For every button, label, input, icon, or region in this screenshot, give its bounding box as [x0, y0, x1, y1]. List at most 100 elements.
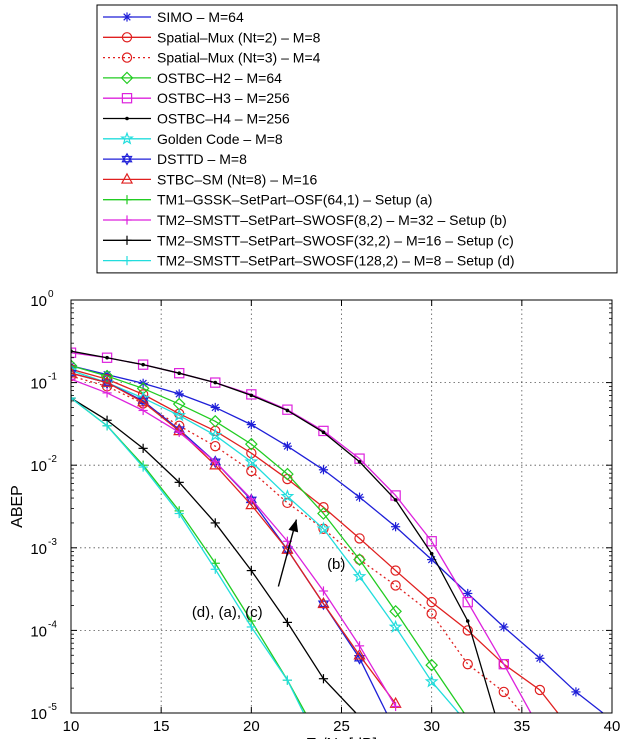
data-point [101, 352, 113, 363]
legend-label-7: DSTTD – M=8 [157, 151, 247, 167]
data-point [316, 521, 331, 535]
data-point [210, 457, 220, 467]
data-point [393, 498, 398, 502]
data-point [174, 367, 185, 379]
y-tick-label-exponent: 0 [48, 289, 54, 300]
legend-label-10: TM2–SMSTT–SetPart–SWOSF(8,2) – M=32 – Se… [157, 212, 507, 228]
data-point [138, 405, 148, 416]
series-line-2 [71, 375, 523, 713]
data-point [281, 467, 294, 481]
y-tick-label: 10 [30, 623, 47, 640]
data-point [246, 420, 256, 430]
data-point [125, 116, 129, 121]
legend-label-8: STBC–SM (Nt=8) – M=16 [157, 171, 317, 187]
data-point [122, 256, 132, 266]
data-point [282, 675, 292, 685]
legend-label-3: OSTBC–H2 – M=64 [157, 70, 282, 86]
y-tick-label-exponent: -2 [48, 454, 57, 465]
data-point [122, 215, 132, 225]
y-tick-label: 10 [30, 541, 47, 558]
data-point [318, 674, 329, 684]
data-point [122, 12, 132, 22]
data-point [357, 459, 362, 464]
data-point [352, 569, 367, 583]
data-point [100, 369, 114, 383]
data-point [317, 597, 330, 609]
data-point [354, 554, 365, 565]
series-line-3 [71, 365, 465, 713]
legend-label-2: Spatial–Mux (Nt=3) – M=4 [157, 50, 321, 66]
data-point [424, 674, 439, 688]
data-point [177, 371, 181, 375]
x-tick-label: 35 [513, 718, 530, 735]
data-point [210, 518, 220, 528]
data-point [174, 389, 184, 399]
series-line-10 [71, 378, 397, 707]
data-point [120, 131, 134, 145]
data-point [391, 522, 401, 532]
y-tick-label: 10 [30, 293, 47, 310]
data-point [425, 658, 439, 672]
data-point [210, 564, 220, 574]
data-point [280, 489, 295, 503]
y-tick-label: 10 [30, 458, 47, 475]
data-point [282, 617, 292, 627]
data-point [388, 619, 403, 633]
data-point [105, 355, 109, 360]
data-point [389, 604, 402, 618]
series-line-11 [71, 397, 357, 713]
annotation-label: (d), (a), (c) [192, 604, 263, 621]
x-tick-label: 25 [333, 718, 350, 735]
data-point [122, 235, 132, 245]
data-point [318, 586, 329, 596]
legend-label-1: Spatial–Mux (Nt=2) – M=8 [157, 29, 321, 45]
data-point [321, 430, 326, 435]
data-point [138, 443, 148, 453]
y-tick-label-exponent: -5 [48, 702, 57, 713]
legend-label-6: Golden Code – M=8 [157, 131, 283, 147]
data-point [174, 427, 184, 437]
data-point [462, 658, 473, 670]
legend-label-0: SIMO – M=64 [157, 9, 244, 25]
data-point [534, 684, 546, 696]
data-point [210, 402, 220, 413]
data-point [498, 658, 510, 670]
legend-label-12: TM2–SMSTT–SetPart–SWOSF(128,2) – M=8 – S… [157, 253, 515, 269]
x-tick-label: 30 [423, 718, 440, 735]
data-point [71, 393, 76, 403]
data-point [390, 565, 401, 576]
data-point [137, 395, 150, 407]
data-point [571, 687, 581, 697]
data-point [246, 494, 256, 504]
data-point [285, 408, 290, 413]
data-point [354, 492, 365, 502]
data-point [122, 195, 132, 205]
data-point [318, 465, 329, 475]
y-axis-label: ABEP [9, 485, 26, 528]
data-point [318, 502, 329, 513]
data-point [426, 536, 437, 547]
data-point [172, 408, 187, 422]
data-point [100, 375, 114, 387]
data-point [246, 565, 256, 576]
y-tick-label: 10 [30, 706, 47, 723]
legend-label-4: OSTBC–H3 – M=256 [157, 90, 290, 106]
data-point [208, 428, 223, 442]
data-point [353, 553, 366, 566]
data-point [282, 404, 293, 415]
data-point [465, 619, 470, 623]
data-point [245, 498, 258, 510]
data-point [354, 641, 365, 651]
legend-label-9: TM1–GSSK–SetPart–OSF(64,1) – Setup (a) [157, 192, 432, 208]
data-point [210, 377, 221, 388]
data-point [390, 580, 401, 591]
y-tick-label-exponent: -3 [48, 537, 57, 548]
series-line-7 [71, 372, 388, 713]
series-line-9 [71, 397, 307, 713]
data-point [246, 622, 256, 632]
series-line-1 [71, 368, 559, 713]
series-line-6 [71, 369, 460, 713]
